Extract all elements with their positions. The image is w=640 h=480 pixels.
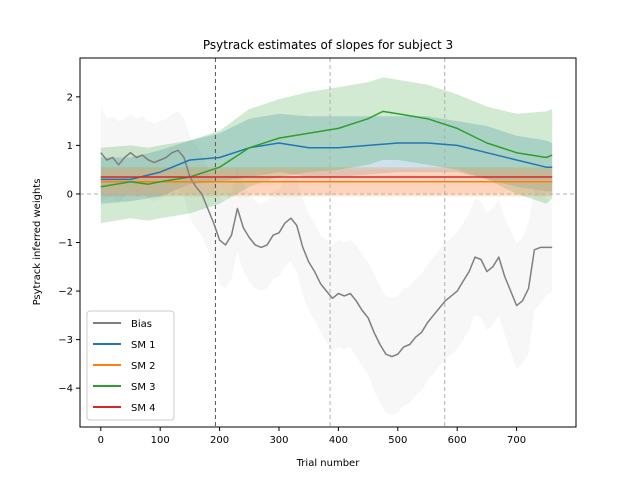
chart-title: Psytrack estimates of slopes for subject… bbox=[203, 38, 453, 52]
series-lines bbox=[100, 110, 553, 358]
legend: Bias SM 1 SM 2 SM 3 SM 4 bbox=[86, 310, 175, 421]
y-tick-label: 0 bbox=[67, 189, 73, 200]
legend-label-sm-1: SM 1 bbox=[131, 340, 156, 351]
x-tick-label: 300 bbox=[269, 435, 288, 446]
sm-3-line bbox=[100, 110, 553, 188]
y-tick-label: −2 bbox=[58, 287, 73, 298]
reference-lines bbox=[80, 58, 576, 427]
legend-label-sm-4: SM 4 bbox=[131, 403, 156, 414]
legend-label-bias: Bias bbox=[131, 319, 152, 330]
x-axis: 0 100 200 300 400 500 600 700 bbox=[98, 427, 526, 446]
sm-1-line bbox=[100, 142, 553, 181]
bias-line bbox=[100, 149, 553, 358]
y-tick-label: −1 bbox=[58, 238, 73, 249]
sm-3-band bbox=[100, 77, 553, 224]
x-tick-label: 600 bbox=[448, 435, 467, 446]
y-tick-label: 1 bbox=[67, 141, 73, 152]
x-tick-label: 500 bbox=[388, 435, 407, 446]
y-axis: −4 −3 −2 −1 0 1 2 bbox=[58, 92, 80, 395]
y-axis-label: Psytrack inferred weights bbox=[32, 179, 43, 306]
y-tick-label: −3 bbox=[58, 335, 73, 346]
legend-label-sm-3: SM 3 bbox=[131, 382, 156, 393]
x-tick-label: 700 bbox=[507, 435, 526, 446]
x-tick-label: 400 bbox=[329, 435, 348, 446]
y-tick-label: 2 bbox=[67, 92, 73, 103]
x-tick-label: 200 bbox=[210, 435, 229, 446]
x-axis-label: Trial number bbox=[296, 458, 361, 469]
legend-label-sm-2: SM 2 bbox=[131, 361, 156, 372]
x-tick-label: 100 bbox=[151, 435, 170, 446]
legend-box bbox=[86, 310, 175, 421]
x-tick-label: 0 bbox=[98, 435, 104, 446]
y-tick-label: −4 bbox=[58, 384, 73, 395]
